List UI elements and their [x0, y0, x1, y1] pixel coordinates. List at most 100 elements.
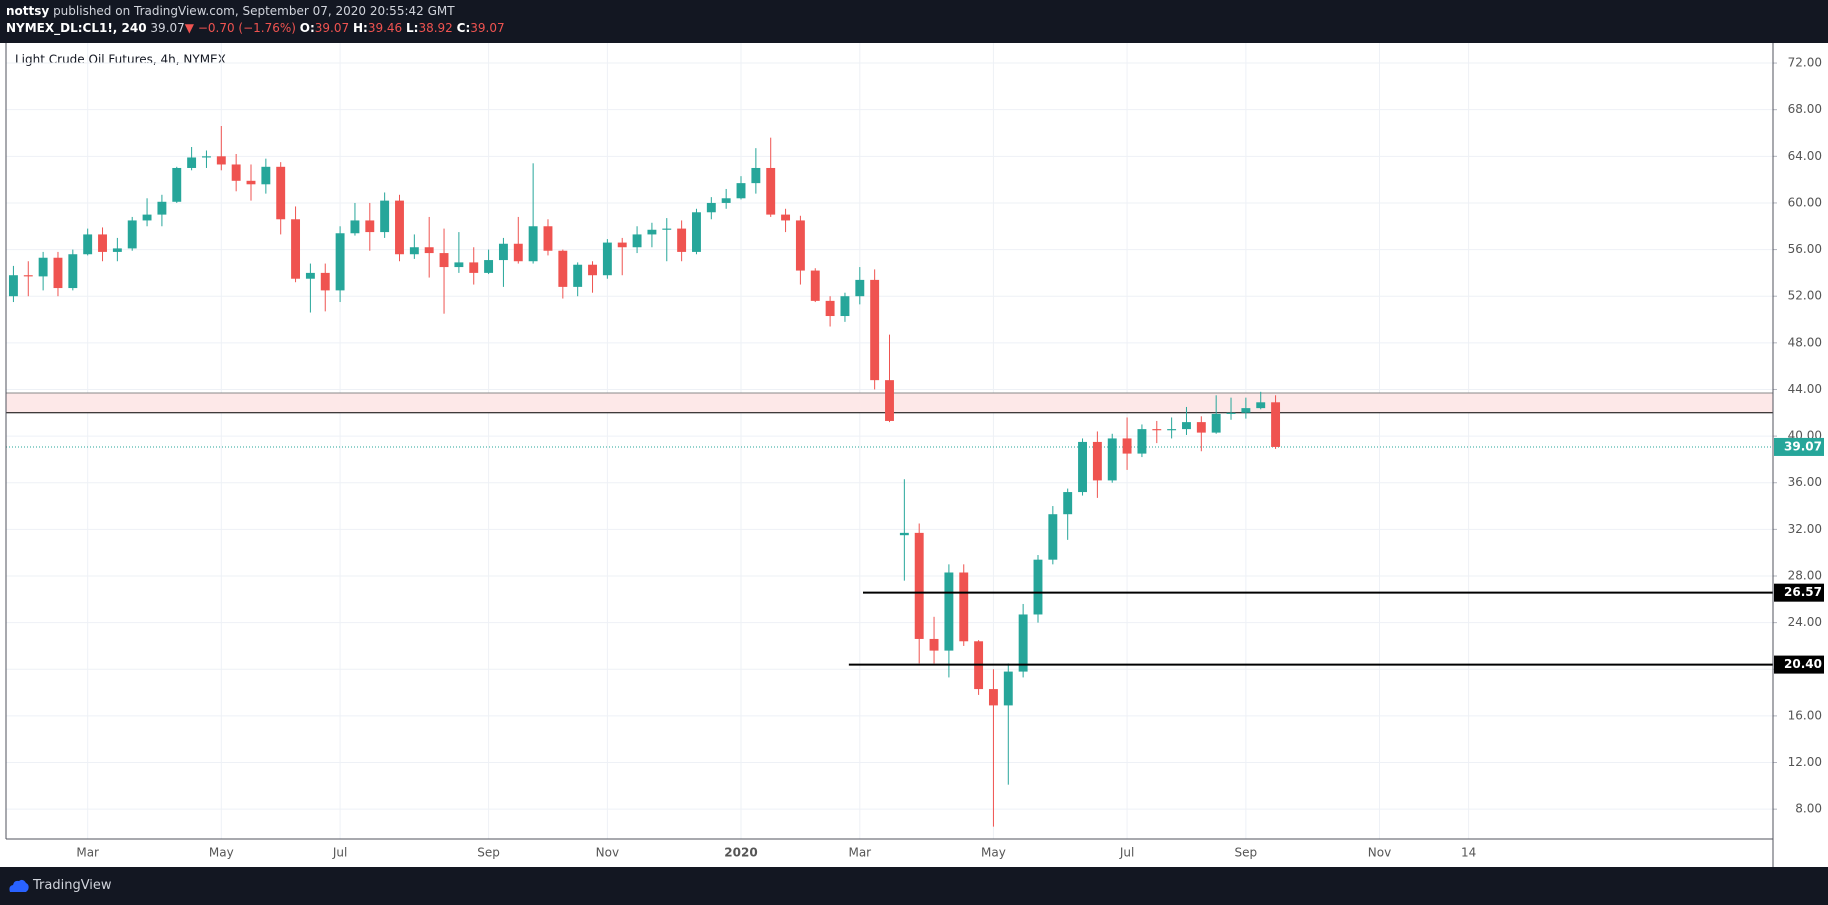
candle-body [172, 167, 182, 202]
y-tick-label: 44.00 [1788, 382, 1822, 396]
candle-body [291, 219, 301, 279]
candle-body [395, 200, 404, 255]
candle-body [187, 157, 197, 168]
level-label: 20.40 [1784, 657, 1822, 671]
y-tick-label: 56.00 [1788, 242, 1822, 256]
candle-body [1048, 514, 1058, 560]
candle-body [350, 220, 360, 234]
candle-body [231, 164, 241, 181]
candle-body [1211, 413, 1221, 433]
candle-body [588, 264, 597, 276]
candle-body [1271, 402, 1281, 447]
y-tick-label: 24.00 [1788, 615, 1822, 629]
candle-body [1018, 614, 1028, 672]
x-tick-label: 14 [1461, 846, 1476, 860]
candle-body [23, 275, 33, 277]
x-tick-label: Nov [596, 846, 619, 860]
candle-body [498, 243, 508, 261]
candle-body [202, 156, 211, 158]
candle-body [261, 166, 271, 185]
candle-body [988, 689, 998, 706]
candle-body [1122, 438, 1132, 454]
candle-body [632, 234, 642, 248]
candle-body [706, 202, 716, 213]
ohlc-value: 39.46 [367, 21, 403, 35]
candle-body [944, 572, 954, 651]
candle-body [409, 247, 419, 255]
chart-title: Light Crude Oil Futures, 4h, NYMEX [15, 53, 226, 67]
symbol: NYMEX_DL:CL1!, 240 [6, 21, 147, 35]
ohlc-key: H: [352, 21, 368, 35]
x-tick-label: Sep [1235, 846, 1258, 860]
candle-body [1167, 429, 1177, 431]
candle-body [454, 262, 464, 268]
author: nottsy [6, 4, 50, 18]
candle-body [899, 532, 909, 536]
candle-body [766, 167, 776, 215]
candle-body [914, 532, 924, 639]
candle-body [68, 254, 78, 289]
y-tick-label: 36.00 [1788, 475, 1822, 489]
ohlc-key: C: [456, 21, 471, 35]
last: 39.07 [150, 21, 185, 35]
candle-body [1152, 429, 1162, 431]
candle-body [1196, 422, 1206, 433]
candle-body [781, 214, 791, 221]
candle-body [573, 264, 583, 287]
x-tick-label: Mar [76, 846, 99, 860]
candle-body [602, 242, 612, 276]
ohlc-value: 39.07 [470, 21, 505, 35]
logo [9, 879, 29, 892]
y-tick-label: 28.00 [1788, 568, 1822, 582]
candle-body [617, 242, 627, 248]
publish-line: nottsy published on TradingView.com, Sep… [6, 4, 455, 18]
candle-body [320, 272, 330, 291]
candle-body [692, 212, 701, 252]
footer: TradingView [0, 867, 1828, 905]
candle-body [112, 248, 122, 252]
candle-body [1137, 429, 1147, 454]
y-tick-label: 72.00 [1788, 56, 1822, 70]
y-tick-label: 12.00 [1788, 755, 1822, 769]
x-tick-label: May [209, 846, 234, 860]
candle-body [1063, 492, 1073, 515]
header: nottsy published on TradingView.com, Sep… [0, 0, 1828, 43]
candle-body [1226, 412, 1236, 414]
candle-body [1107, 438, 1117, 481]
x-tick-label: Nov [1368, 846, 1391, 860]
candle-body [543, 226, 553, 251]
candle-body [335, 233, 345, 291]
candle-body [83, 234, 93, 255]
candle-body [647, 229, 657, 235]
symbol-line: NYMEX_DL:CL1!, 240 39.07▼ −0.70 (−1.76%)… [6, 21, 505, 35]
candle-body [142, 214, 152, 221]
x-tick-label: Mar [848, 846, 871, 860]
candle-body [959, 572, 969, 642]
candle-body [439, 253, 449, 268]
x-tick-label: May [981, 846, 1006, 860]
y-tick-label: 68.00 [1788, 102, 1822, 116]
candle-body [38, 257, 48, 277]
candle-body [751, 167, 761, 184]
level-label: 26.57 [1784, 585, 1822, 599]
candle-body [127, 220, 137, 249]
candle-body [855, 279, 865, 297]
candle-body [365, 220, 375, 233]
candle-body [662, 228, 672, 230]
x-tick-label: Jul [332, 846, 347, 860]
candle-body [1256, 402, 1266, 409]
candle-body [1241, 408, 1251, 413]
candle-body [98, 234, 107, 252]
chart: Light Crude Oil Futures, 4h, NYMEX 8.00 1… [0, 43, 1828, 867]
chart-background [0, 43, 1828, 867]
last-price-box [1774, 437, 1824, 456]
y-tick-label: 16.00 [1788, 708, 1822, 722]
candle-body [246, 180, 256, 185]
candle-body [558, 250, 568, 287]
candle-body [825, 300, 835, 317]
level-label-box [1774, 655, 1824, 674]
candle-body [53, 257, 63, 289]
published: published on TradingView.com, September … [53, 4, 455, 18]
level-label-box [1774, 583, 1824, 602]
